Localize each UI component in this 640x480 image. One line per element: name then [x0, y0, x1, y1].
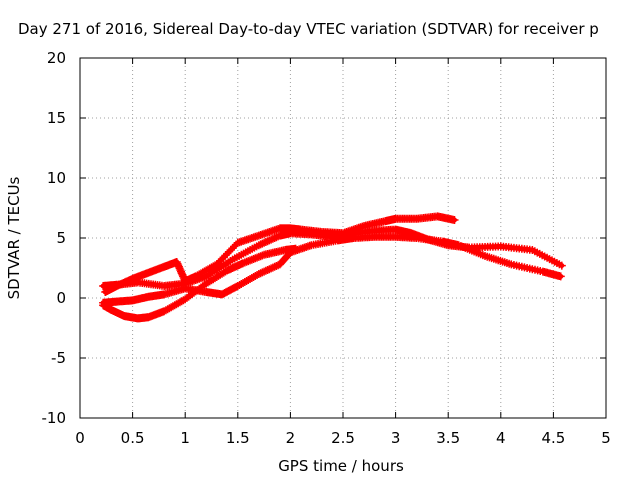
x-tick-label: 1.5: [226, 429, 250, 447]
axis-ticks: 0 0.5 1 1.5 2 2.5 3 3.5 4 4.5 5 20 15 10 5 0 -5 -10: [42, 49, 611, 447]
data-point: [267, 235, 276, 244]
x-tick-label: 1: [180, 429, 190, 447]
data-point: [291, 244, 300, 253]
data-point: [260, 267, 269, 276]
data-point: [258, 239, 267, 248]
y-tick-label: -10: [42, 409, 67, 427]
x-tick-label: 3.5: [436, 429, 460, 447]
data-point: [219, 253, 228, 262]
data-point: [218, 255, 227, 263]
y-tick-label: -5: [51, 349, 66, 367]
data-point: [256, 269, 265, 278]
series-3: [99, 232, 565, 307]
data-point: [261, 266, 270, 275]
chart-title: Day 271 of 2016, Sidereal Day-to-day VTE…: [18, 20, 599, 38]
data-point: [223, 249, 232, 258]
y-tick-label: 0: [56, 289, 66, 307]
data-point: [450, 216, 459, 224]
y-tick-label: 20: [47, 49, 66, 67]
data-point: [270, 234, 279, 242]
data-point: [267, 264, 276, 273]
x-axis-label: GPS time / hours: [278, 457, 404, 475]
data-point: [253, 271, 262, 279]
data-point: [254, 241, 263, 250]
data-point: [216, 256, 225, 265]
y-tick-label: 15: [47, 109, 66, 127]
data-point: [557, 261, 566, 270]
data-point: [263, 237, 272, 246]
data-point: [225, 247, 234, 256]
data-point: [270, 262, 279, 271]
data-point: [265, 265, 274, 274]
data-point: [268, 234, 277, 243]
y-tick-label: 10: [47, 169, 66, 187]
x-tick-label: 5: [601, 429, 611, 447]
data-point: [265, 236, 274, 245]
data-point: [261, 238, 270, 246]
data-point: [556, 272, 565, 281]
data-point: [258, 268, 267, 277]
data-point: [272, 233, 281, 242]
data-point: [226, 246, 235, 254]
data-point: [230, 242, 239, 251]
data-point: [268, 263, 277, 272]
data-point: [221, 251, 230, 260]
data-marks: [99, 212, 566, 323]
x-tick-label: 2: [286, 429, 296, 447]
x-tick-label: 4.5: [541, 429, 565, 447]
data-point: [254, 270, 263, 278]
x-tick-label: 3: [391, 429, 401, 447]
x-tick-label: 4: [496, 429, 506, 447]
data-point: [272, 262, 281, 270]
series-4: [99, 244, 300, 323]
y-tick-label: 5: [56, 229, 66, 247]
x-tick-label: 2.5: [331, 429, 355, 447]
data-point: [263, 266, 272, 274]
data-point: [228, 244, 237, 253]
y-axis-label: SDTVAR / TECUs: [5, 176, 23, 299]
x-tick-label: 0.5: [121, 429, 145, 447]
data-point: [256, 240, 265, 249]
x-tick-label: 0: [75, 429, 85, 447]
data-point: [260, 238, 269, 247]
